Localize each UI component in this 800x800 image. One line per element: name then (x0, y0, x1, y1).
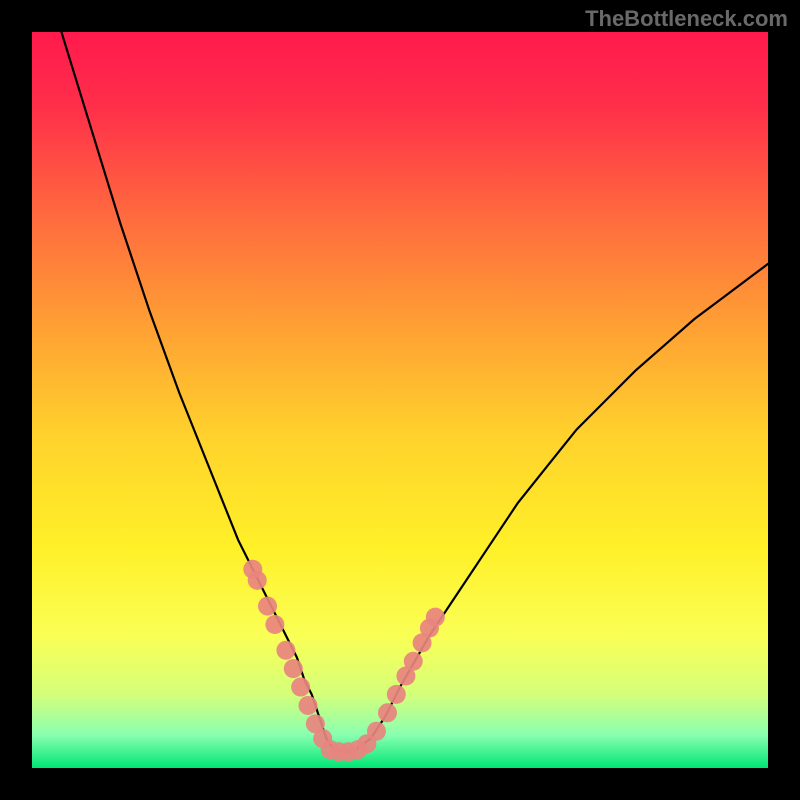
gradient-background (32, 32, 768, 768)
curve-marker (378, 703, 397, 722)
curve-marker (426, 608, 445, 627)
curve-marker (291, 678, 310, 697)
curve-marker (248, 571, 267, 590)
bottleneck-curve-chart (32, 32, 768, 768)
curve-marker (258, 597, 277, 616)
curve-marker (387, 685, 406, 704)
curve-marker (299, 696, 318, 715)
curve-marker (276, 641, 295, 660)
curve-marker (404, 652, 423, 671)
curve-marker (265, 615, 284, 634)
chart-plot-area (32, 32, 768, 768)
curve-marker (367, 722, 386, 741)
watermark-text: TheBottleneck.com (585, 6, 788, 32)
curve-marker (284, 659, 303, 678)
